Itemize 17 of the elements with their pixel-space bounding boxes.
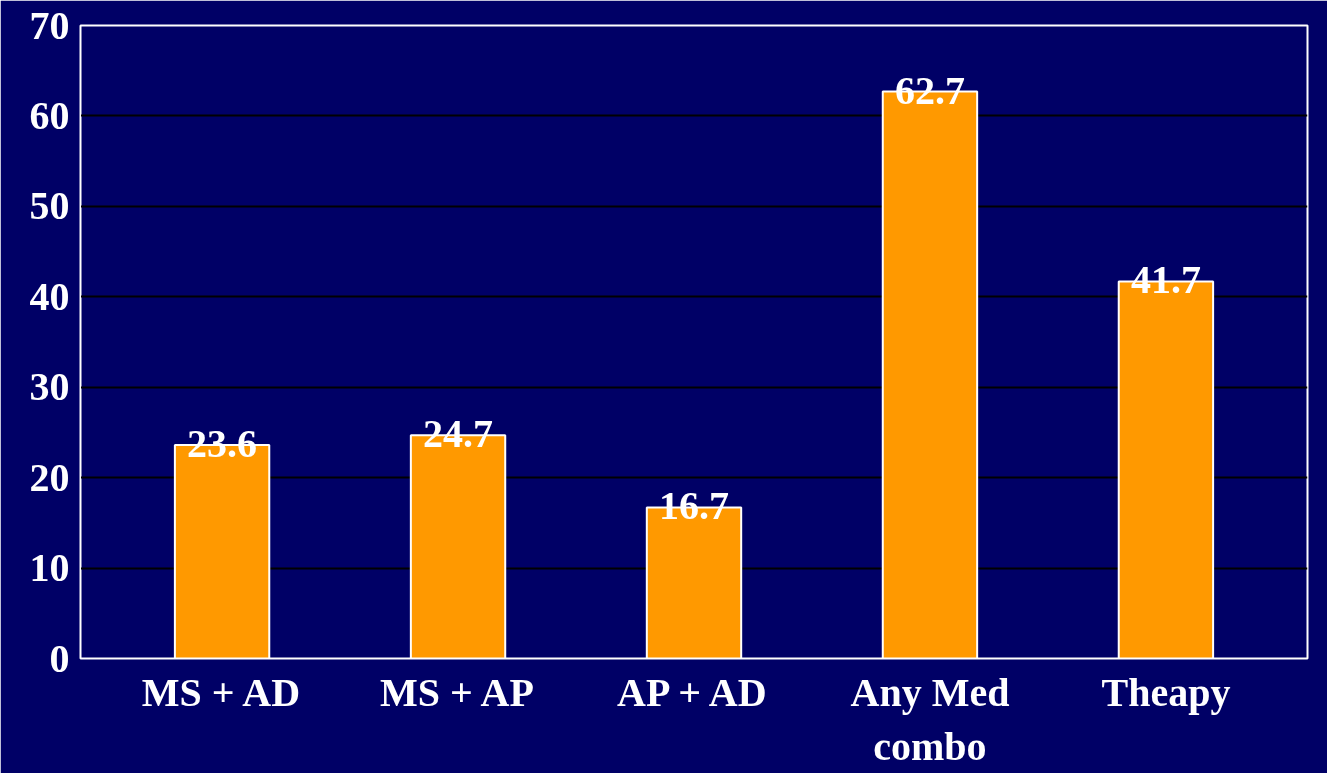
y-tick-label: 70 (29, 2, 70, 48)
data-label: 41.7 (1130, 257, 1201, 303)
y-tick-label: 20 (29, 454, 70, 500)
y-tick-label: 10 (29, 545, 70, 591)
data-label: 62.7 (894, 67, 965, 113)
data-label: 24.7 (423, 411, 494, 457)
x-tick-label: AP + AD (617, 669, 767, 715)
x-tick-label: Theapy (1101, 669, 1231, 715)
y-tick-label: 30 (29, 364, 70, 410)
y-tick-label: 0 (49, 635, 70, 681)
x-tick-label: MS + AD (141, 669, 301, 715)
x-tick-label: MS + AP (379, 669, 534, 715)
x-tick-label: Any Med combo (850, 669, 1010, 769)
y-tick-label: 60 (29, 92, 70, 138)
y-tick-label: 50 (29, 183, 70, 229)
data-label: 16.7 (659, 483, 729, 529)
y-tick-label: 40 (29, 273, 70, 319)
